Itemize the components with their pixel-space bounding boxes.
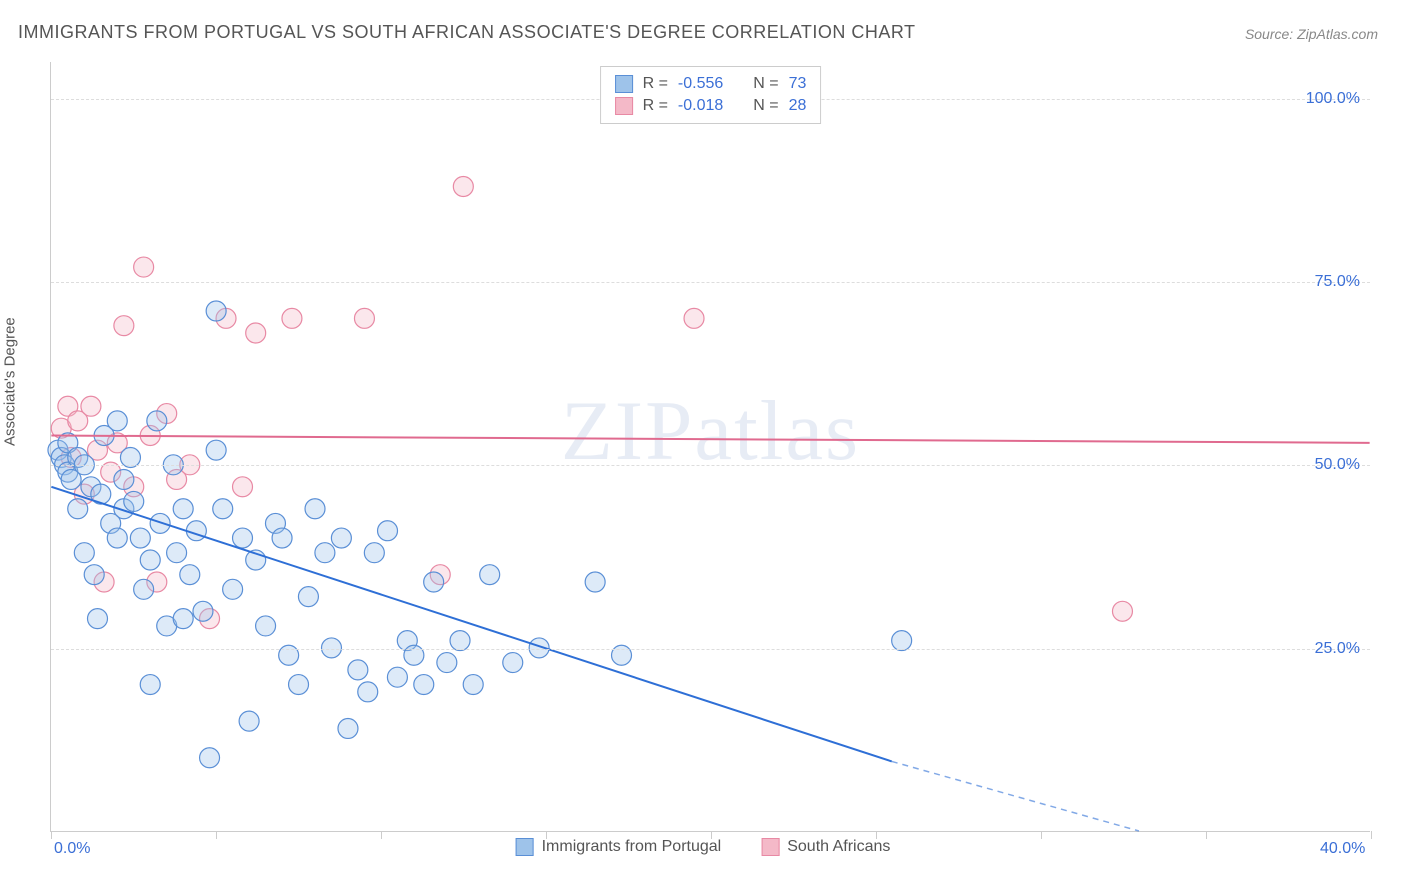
y-tick-label: 75.0% bbox=[1315, 273, 1360, 291]
x-tick-label: 40.0% bbox=[1320, 840, 1365, 858]
r-value: -0.556 bbox=[678, 75, 723, 93]
legend-row-portugal: R = -0.556 N = 73 bbox=[615, 73, 807, 95]
legend-series: Immigrants from Portugal South Africans bbox=[516, 838, 891, 856]
legend-correlation: R = -0.556 N = 73 R = -0.018 N = 28 bbox=[600, 66, 822, 124]
plot-area: ZIPatlas R = -0.556 N = 73 R = -0.018 N … bbox=[50, 62, 1370, 832]
chart-title: IMMIGRANTS FROM PORTUGAL VS SOUTH AFRICA… bbox=[18, 22, 916, 43]
scatter-svg bbox=[51, 62, 1370, 831]
legend-label: South Africans bbox=[787, 838, 890, 856]
n-value: 73 bbox=[789, 75, 807, 93]
source-attribution: Source: ZipAtlas.com bbox=[1245, 26, 1378, 42]
r-label: R = bbox=[643, 75, 668, 93]
legend-swatch-pink bbox=[615, 97, 633, 115]
r-label: R = bbox=[643, 97, 668, 115]
legend-swatch-blue bbox=[615, 75, 633, 93]
n-value: 28 bbox=[789, 97, 807, 115]
legend-swatch-blue bbox=[516, 838, 534, 856]
legend-swatch-pink bbox=[761, 838, 779, 856]
r-value: -0.018 bbox=[678, 97, 723, 115]
n-label: N = bbox=[753, 97, 778, 115]
y-tick-label: 50.0% bbox=[1315, 456, 1360, 474]
legend-label: Immigrants from Portugal bbox=[542, 838, 722, 856]
legend-item-south-africa: South Africans bbox=[761, 838, 890, 856]
y-tick-label: 100.0% bbox=[1306, 90, 1360, 108]
x-tick-label: 0.0% bbox=[54, 840, 90, 858]
legend-item-portugal: Immigrants from Portugal bbox=[516, 838, 722, 856]
chart-container: IMMIGRANTS FROM PORTUGAL VS SOUTH AFRICA… bbox=[0, 0, 1406, 892]
legend-row-south-africa: R = -0.018 N = 28 bbox=[615, 95, 807, 117]
n-label: N = bbox=[753, 75, 778, 93]
y-axis-label: Associate's Degree bbox=[2, 317, 19, 446]
y-tick-label: 25.0% bbox=[1315, 640, 1360, 658]
